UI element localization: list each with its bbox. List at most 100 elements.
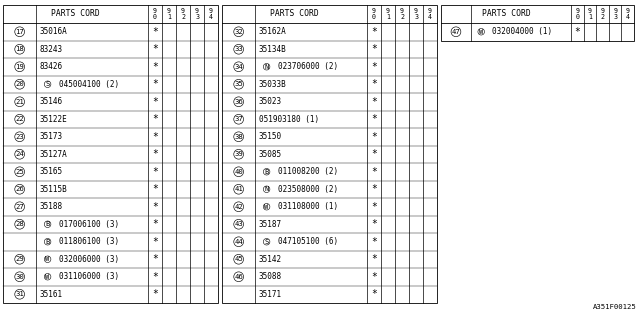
Text: 41: 41 (234, 186, 243, 192)
Text: *: * (371, 219, 377, 229)
Text: *: * (152, 184, 158, 194)
Text: *: * (152, 289, 158, 299)
Text: *: * (152, 219, 158, 229)
Text: 9
0: 9 0 (372, 8, 376, 20)
Text: *: * (575, 27, 580, 37)
Text: 031106000 (3): 031106000 (3) (60, 272, 120, 281)
Text: 9
4: 9 4 (428, 8, 432, 20)
Text: B: B (45, 239, 50, 245)
Text: *: * (371, 254, 377, 264)
Text: *: * (371, 62, 377, 72)
Text: 44: 44 (234, 239, 243, 245)
Bar (3, 5, 218, 303)
Text: A351F00125: A351F00125 (593, 304, 637, 310)
Text: 35088: 35088 (259, 272, 282, 281)
Text: *: * (152, 167, 158, 177)
Text: S: S (45, 81, 50, 87)
Text: 19: 19 (15, 64, 24, 70)
Text: 045004100 (2): 045004100 (2) (60, 80, 120, 89)
Text: 35162A: 35162A (259, 27, 287, 36)
Text: 18: 18 (15, 46, 24, 52)
Text: *: * (371, 237, 377, 247)
Text: S: S (264, 239, 269, 245)
Text: 24: 24 (15, 151, 24, 157)
Text: W: W (264, 204, 269, 210)
Text: *: * (152, 62, 158, 72)
Text: 32: 32 (234, 29, 243, 35)
Text: *: * (152, 44, 158, 54)
Text: 28: 28 (15, 221, 24, 227)
Text: 40: 40 (234, 169, 243, 175)
Text: 9
4: 9 4 (626, 8, 630, 20)
Text: *: * (371, 114, 377, 124)
Text: 35188: 35188 (40, 202, 63, 211)
Text: *: * (152, 272, 158, 282)
Text: 35016A: 35016A (40, 27, 68, 36)
Text: 9
3: 9 3 (613, 8, 617, 20)
Text: 047105100 (6): 047105100 (6) (278, 237, 339, 246)
Text: 9
2: 9 2 (600, 8, 605, 20)
Text: *: * (152, 114, 158, 124)
Text: 35146: 35146 (40, 97, 63, 106)
Text: 35142: 35142 (259, 255, 282, 264)
Text: 26: 26 (15, 186, 24, 192)
Text: *: * (371, 79, 377, 89)
Text: 051903180 (1): 051903180 (1) (259, 115, 319, 124)
Text: 9
3: 9 3 (195, 8, 199, 20)
Text: 29: 29 (15, 256, 24, 262)
Text: 27: 27 (15, 204, 24, 210)
Text: 9
1: 9 1 (386, 8, 390, 20)
Text: 9
3: 9 3 (414, 8, 418, 20)
Text: 35085: 35085 (259, 150, 282, 159)
Text: 35122E: 35122E (40, 115, 68, 124)
Text: *: * (152, 149, 158, 159)
Text: 17: 17 (15, 29, 24, 35)
Text: 39: 39 (234, 151, 243, 157)
Text: PARTS CORD: PARTS CORD (51, 10, 100, 19)
Text: 9
0: 9 0 (575, 8, 580, 20)
Text: 031108000 (1): 031108000 (1) (278, 202, 339, 211)
Text: 9
1: 9 1 (588, 8, 592, 20)
Text: *: * (152, 97, 158, 107)
Text: B: B (264, 169, 269, 175)
Text: B: B (45, 221, 50, 227)
Text: 9
0: 9 0 (153, 8, 157, 20)
Text: *: * (371, 44, 377, 54)
Text: *: * (371, 149, 377, 159)
Text: *: * (371, 202, 377, 212)
Text: 35023: 35023 (259, 97, 282, 106)
Text: *: * (152, 27, 158, 37)
Text: 35150: 35150 (259, 132, 282, 141)
Text: 35115B: 35115B (40, 185, 68, 194)
Text: *: * (152, 202, 158, 212)
Text: 9
4: 9 4 (209, 8, 213, 20)
Text: *: * (152, 254, 158, 264)
Text: 43: 43 (234, 221, 243, 227)
Text: 35033B: 35033B (259, 80, 287, 89)
Text: *: * (371, 27, 377, 37)
Text: 83426: 83426 (40, 62, 63, 71)
Text: 34: 34 (234, 64, 243, 70)
Text: *: * (371, 97, 377, 107)
Text: 20: 20 (15, 81, 24, 87)
Text: *: * (371, 132, 377, 142)
Text: N: N (264, 186, 269, 192)
Text: W: W (45, 274, 50, 280)
Text: 38: 38 (234, 134, 243, 140)
Text: 42: 42 (234, 204, 243, 210)
Text: 35171: 35171 (259, 290, 282, 299)
Text: 35165: 35165 (40, 167, 63, 176)
Text: 30: 30 (15, 274, 24, 280)
Text: 35134B: 35134B (259, 45, 287, 54)
Text: 22: 22 (15, 116, 24, 122)
Text: 011008200 (2): 011008200 (2) (278, 167, 339, 176)
Text: 31: 31 (15, 291, 24, 297)
Text: 017006100 (3): 017006100 (3) (60, 220, 120, 229)
Text: PARTS CORD: PARTS CORD (482, 10, 531, 19)
Text: 21: 21 (15, 99, 24, 105)
Text: 33: 33 (234, 46, 243, 52)
Text: 35187: 35187 (259, 220, 282, 229)
Text: 35173: 35173 (40, 132, 63, 141)
Text: 9
2: 9 2 (400, 8, 404, 20)
Text: *: * (152, 237, 158, 247)
